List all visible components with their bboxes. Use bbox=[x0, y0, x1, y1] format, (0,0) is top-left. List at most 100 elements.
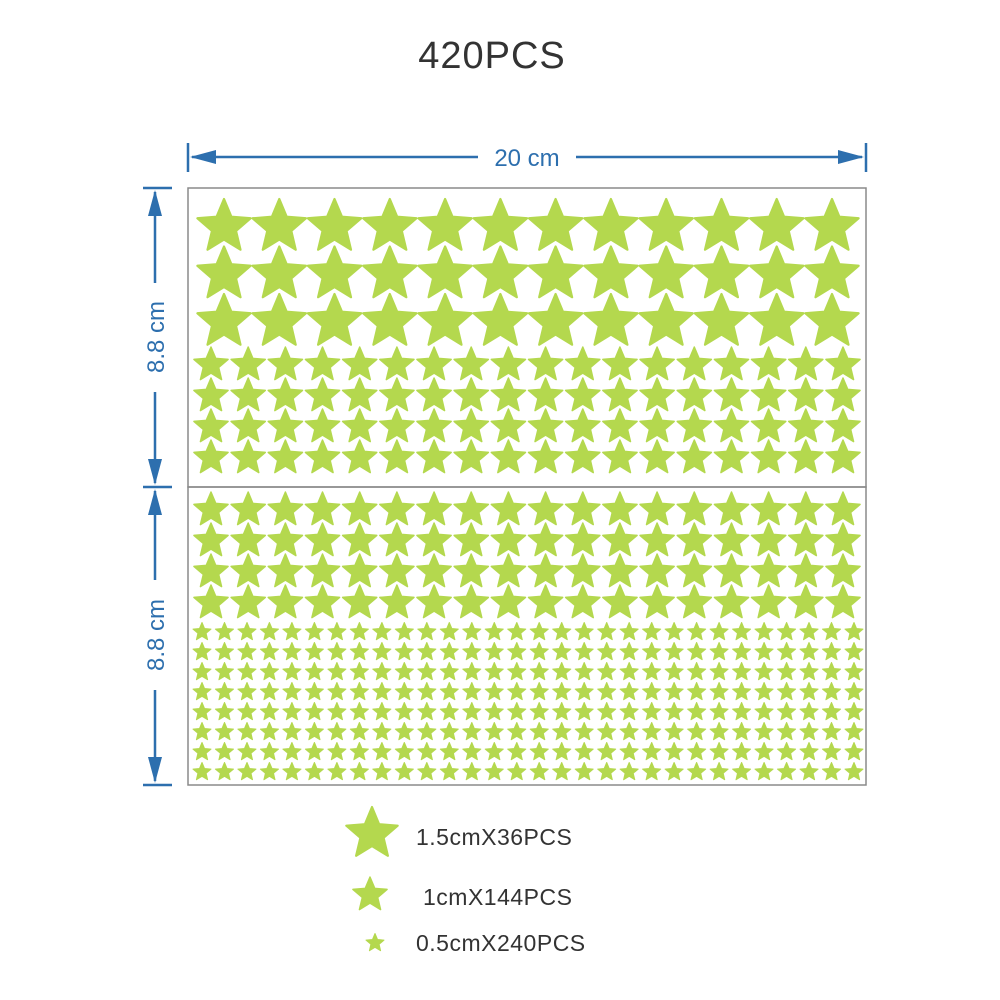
star-small-icon bbox=[462, 742, 482, 761]
star-medium-icon bbox=[416, 584, 452, 619]
star-small-icon bbox=[327, 662, 347, 681]
star-small-icon bbox=[642, 662, 662, 681]
star-small-icon bbox=[799, 622, 819, 641]
star-small-icon bbox=[192, 682, 212, 701]
star-medium-icon bbox=[379, 491, 415, 526]
star-small-icon bbox=[552, 622, 572, 641]
star-small-icon bbox=[597, 622, 617, 641]
star-small-icon bbox=[394, 742, 414, 761]
star-small-icon bbox=[282, 722, 302, 741]
star-small-icon bbox=[822, 762, 842, 781]
star-small-icon bbox=[709, 662, 729, 681]
star-large-icon bbox=[583, 292, 639, 346]
star-small-icon bbox=[709, 742, 729, 761]
star-small-icon bbox=[394, 702, 414, 721]
star-small-icon bbox=[709, 682, 729, 701]
star-medium-icon bbox=[379, 439, 415, 474]
star-medium-icon bbox=[787, 346, 824, 381]
star-small-icon bbox=[642, 642, 662, 661]
star-small-icon bbox=[529, 742, 549, 761]
star-small-icon bbox=[192, 702, 212, 721]
star-medium-icon bbox=[416, 491, 452, 526]
star-small-icon bbox=[687, 742, 707, 761]
star-medium-icon bbox=[825, 346, 861, 381]
star-medium-icon bbox=[527, 439, 564, 474]
star-small-icon bbox=[462, 642, 482, 661]
star-medium-icon bbox=[352, 876, 388, 911]
star-small-icon bbox=[484, 662, 504, 681]
star-small-icon bbox=[687, 722, 707, 741]
star-medium-icon bbox=[341, 491, 378, 526]
star-small-icon bbox=[822, 722, 842, 741]
star-medium-icon bbox=[267, 346, 304, 381]
star-small-icon bbox=[574, 622, 594, 641]
star-grid bbox=[192, 197, 864, 781]
star-small-icon bbox=[192, 622, 212, 641]
star-small-icon bbox=[732, 662, 752, 681]
star-small-icon bbox=[664, 722, 684, 741]
arrow-down-icon bbox=[148, 757, 162, 783]
star-large-icon bbox=[804, 197, 860, 251]
star-small-icon bbox=[394, 642, 414, 661]
star-small-icon bbox=[192, 742, 212, 761]
star-small-icon bbox=[327, 742, 347, 761]
star-large-icon bbox=[196, 245, 252, 299]
star-small-icon bbox=[417, 742, 437, 761]
star-large-icon bbox=[417, 245, 473, 299]
star-small-icon bbox=[484, 682, 504, 701]
arrow-up-icon bbox=[148, 489, 162, 515]
star-small-icon bbox=[574, 702, 594, 721]
star-small-icon bbox=[619, 702, 639, 721]
star-medium-icon bbox=[341, 522, 378, 557]
star-small-icon bbox=[304, 662, 324, 681]
star-medium-icon bbox=[453, 553, 490, 588]
star-medium-icon bbox=[304, 553, 341, 588]
star-small-icon bbox=[259, 722, 279, 741]
star-small-icon bbox=[259, 642, 279, 661]
star-medium-icon bbox=[787, 491, 824, 526]
star-large-icon bbox=[693, 197, 750, 251]
star-medium-icon bbox=[602, 522, 638, 557]
star-small-icon bbox=[844, 662, 864, 681]
star-large-icon bbox=[417, 197, 473, 251]
star-medium-icon bbox=[676, 522, 713, 557]
star-medium-icon bbox=[602, 584, 638, 619]
star-small-icon bbox=[439, 722, 459, 741]
star-small-icon bbox=[372, 702, 392, 721]
star-medium-icon bbox=[713, 408, 750, 443]
star-small-icon bbox=[462, 662, 482, 681]
star-small-icon bbox=[507, 722, 527, 741]
star-medium-icon bbox=[267, 553, 304, 588]
star-small-icon bbox=[507, 762, 527, 781]
star-small-icon bbox=[552, 662, 572, 681]
star-small-icon bbox=[349, 682, 369, 701]
star-small-icon bbox=[462, 762, 482, 781]
star-small-icon bbox=[349, 742, 369, 761]
star-small-icon bbox=[282, 742, 302, 761]
star-large-icon bbox=[527, 197, 584, 251]
star-medium-icon bbox=[527, 522, 564, 557]
star-small-icon bbox=[439, 662, 459, 681]
star-medium-icon bbox=[639, 491, 675, 526]
star-small-icon bbox=[439, 642, 459, 661]
star-small-icon bbox=[754, 662, 774, 681]
star-small-icon bbox=[439, 702, 459, 721]
star-medium-icon bbox=[490, 522, 527, 557]
star-small-icon bbox=[192, 642, 212, 661]
star-small-icon bbox=[484, 762, 504, 781]
star-medium-icon bbox=[825, 522, 861, 557]
star-medium-icon bbox=[193, 522, 229, 557]
star-medium-icon bbox=[564, 522, 601, 557]
star-small-icon bbox=[529, 702, 549, 721]
star-medium-icon bbox=[564, 346, 601, 381]
star-small-icon bbox=[484, 642, 504, 661]
star-medium-icon bbox=[453, 491, 490, 526]
star-small-icon bbox=[372, 622, 392, 641]
star-large-icon bbox=[362, 197, 418, 251]
star-medium-icon bbox=[416, 346, 452, 381]
star-small-icon bbox=[597, 762, 617, 781]
star-medium-icon bbox=[602, 491, 638, 526]
star-small-icon bbox=[282, 622, 302, 641]
star-small-icon bbox=[417, 622, 437, 641]
star-medium-icon bbox=[341, 553, 378, 588]
